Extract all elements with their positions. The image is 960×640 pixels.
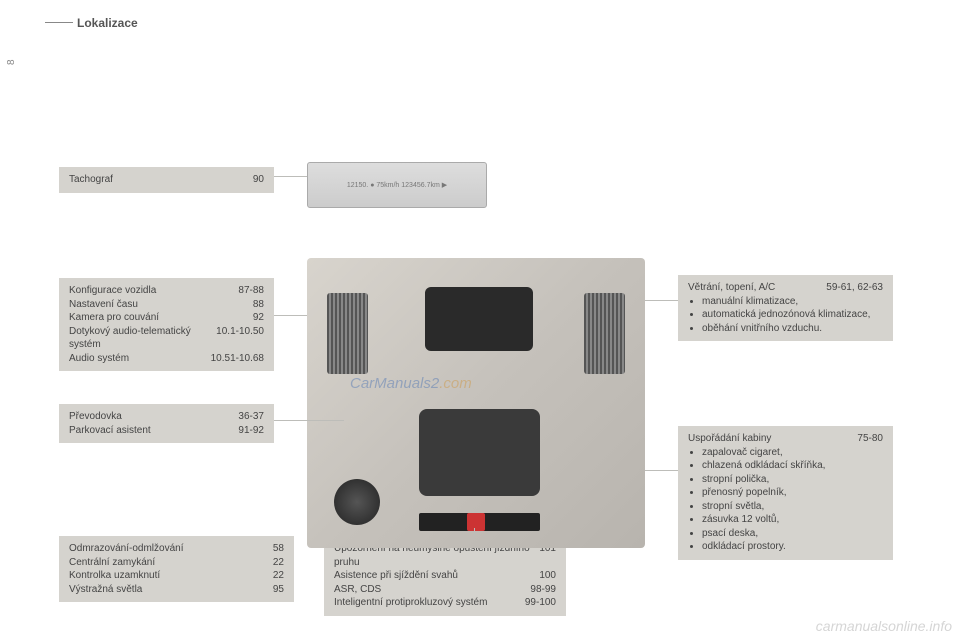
tachograph-illustration: 12150. ● 75km/h 123456.7km ▶	[307, 162, 487, 208]
box-odmrazovani: Odmrazování-odmlžování58 Centrální zamyk…	[59, 536, 294, 602]
table-row: Inteligentní protiprokluzový systém99-10…	[334, 596, 556, 610]
connector-line	[474, 528, 475, 536]
table-row: Převodovka36-37	[69, 410, 264, 424]
box-vetrani: Větrání, topení, A/C59-61, 62-63 manuáln…	[678, 275, 893, 341]
watermark: CarManuals2.com	[350, 375, 472, 392]
watermark-text: CarManuals2	[350, 375, 439, 392]
table-row: Nastavení času88	[69, 298, 264, 312]
table-row: Audio systém10.51-10.68	[69, 352, 264, 366]
dashboard-illustration	[307, 258, 645, 548]
table-row: Dotykový audio-telematický systém10.1-10…	[69, 325, 264, 352]
vent-icon	[584, 293, 625, 374]
vent-icon	[327, 293, 368, 374]
table-row: Konfigurace vozidla87-88	[69, 284, 264, 298]
box-prevodovka: Převodovka36-37 Parkovací asistent91-92	[59, 404, 274, 443]
list-item: automatická jednozónová klimatizace,	[702, 308, 883, 322]
table-row: Centrální zamykání22	[69, 556, 284, 570]
connector-line	[645, 300, 678, 301]
knob-icon	[432, 424, 466, 458]
list-item: zásuvka 12 voltů,	[702, 513, 883, 527]
table-row: Větrání, topení, A/C59-61, 62-63	[688, 281, 883, 295]
table-row: ASR, CDS98-99	[334, 583, 556, 597]
hazard-icon	[467, 513, 485, 531]
list-item: chlazená odkládací skříňka,	[702, 459, 883, 473]
list-item: psací deska,	[702, 527, 883, 541]
box-tachograf: Tachograf 90	[59, 167, 274, 193]
table-row: Kamera pro couvání92	[69, 311, 264, 325]
label: Tachograf	[69, 173, 253, 187]
page-number: 8	[6, 59, 17, 65]
tacho-display-text: 12150. ● 75km/h 123456.7km ▶	[347, 181, 447, 189]
list-item: manuální klimatizace,	[702, 295, 883, 309]
table-row: Kontrolka uzamknutí22	[69, 569, 284, 583]
list-item: přenosný popelník,	[702, 486, 883, 500]
connector-line	[274, 315, 307, 316]
connector-line	[645, 470, 678, 471]
footer-watermark: carmanualsonline.info	[816, 618, 952, 634]
knob-icon	[493, 424, 527, 458]
gear-knob-icon	[334, 479, 380, 525]
table-row: Uspořádání kabiny75-80	[688, 432, 883, 446]
table-row: Asistence při sjíždění svahů100	[334, 569, 556, 583]
box-usporadani: Uspořádání kabiny75-80 zapalovač cigaret…	[678, 426, 893, 560]
connector-line	[274, 176, 307, 177]
list-item: odkládací prostory.	[702, 540, 883, 554]
table-row: Parkovací asistent91-92	[69, 424, 264, 438]
list-item: oběhání vnitřního vzduchu.	[702, 322, 883, 336]
list-item: stropní polička,	[702, 473, 883, 487]
page-title: Lokalizace	[77, 16, 138, 30]
connector-line	[274, 420, 344, 421]
watermark-text: .com	[439, 375, 472, 392]
list-item: stropní světla,	[702, 500, 883, 514]
table-row: Tachograf 90	[69, 173, 264, 187]
value: 90	[253, 173, 264, 187]
table-row: Výstražná světla95	[69, 583, 284, 597]
table-row: Odmrazování-odmlžování58	[69, 542, 284, 556]
box-konfigurace: Konfigurace vozidla87-88 Nastavení času8…	[59, 278, 274, 371]
list-item: zapalovač cigaret,	[702, 446, 883, 460]
